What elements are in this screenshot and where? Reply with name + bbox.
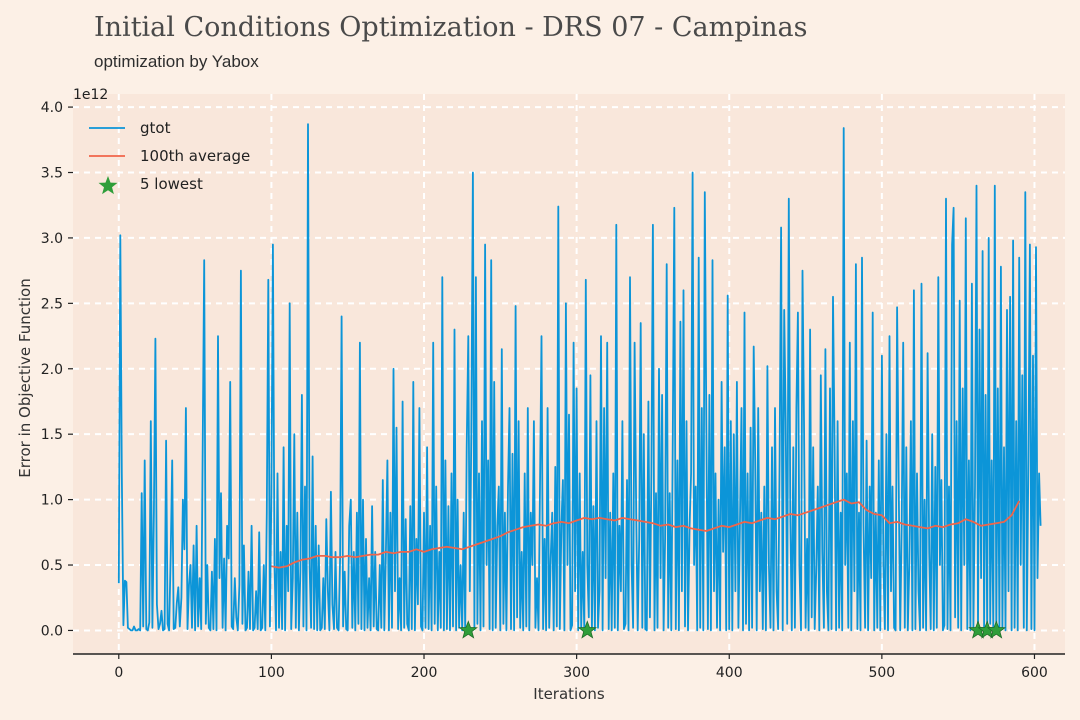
series-100th-average bbox=[271, 498, 1020, 569]
series-5-lowest bbox=[458, 620, 1006, 639]
y-tick-label: 2.0 bbox=[41, 362, 63, 378]
y-tick-label: 0.5 bbox=[41, 558, 63, 574]
y-tick-label: 3.5 bbox=[41, 166, 63, 182]
legend-label-gtot: gtot bbox=[140, 119, 171, 137]
series-gtot bbox=[117, 123, 1042, 632]
chart-title: Initial Conditions Optimization - DRS 07… bbox=[94, 12, 808, 43]
average-line bbox=[271, 498, 1020, 569]
y-axis-ticks: 0.0 0.5 1.0 1.5 2.0 2.5 3.0 3.5 4.0 bbox=[41, 100, 73, 639]
y-tick-label: 4.0 bbox=[41, 100, 63, 116]
x-tick-label: 0 bbox=[114, 665, 123, 681]
chart-subtitle: optimization by Yabox bbox=[94, 52, 259, 71]
x-tick-label: 400 bbox=[716, 665, 743, 681]
legend-star-icon bbox=[98, 176, 118, 195]
legend: gtot 100th average 5 lowest bbox=[89, 119, 250, 195]
y-tick-label: 0.0 bbox=[41, 623, 63, 639]
gtot-line bbox=[117, 123, 1042, 632]
y-tick-label: 1.0 bbox=[41, 493, 63, 509]
y-tick-label: 3.0 bbox=[41, 231, 63, 247]
lowest-point-star bbox=[986, 620, 1006, 639]
legend-label-average: 100th average bbox=[140, 147, 250, 165]
x-tick-label: 300 bbox=[563, 665, 590, 681]
x-tick-label: 200 bbox=[411, 665, 438, 681]
y-axis-label: Error in Objective Function bbox=[16, 278, 34, 477]
lowest-point-star bbox=[458, 620, 478, 639]
lowest-point-star bbox=[577, 620, 597, 639]
x-axis-ticks: 0 100 200 300 400 500 600 bbox=[114, 654, 1048, 681]
x-tick-label: 100 bbox=[258, 665, 285, 681]
legend-label-lowest: 5 lowest bbox=[140, 175, 203, 193]
x-tick-label: 500 bbox=[868, 665, 895, 681]
x-axis-label: Iterations bbox=[533, 685, 605, 703]
y-tick-label: 2.5 bbox=[41, 296, 63, 312]
y-tick-label: 1.5 bbox=[41, 427, 63, 443]
x-tick-label: 600 bbox=[1021, 665, 1048, 681]
y-multiplier-label: 1e12 bbox=[73, 87, 108, 103]
